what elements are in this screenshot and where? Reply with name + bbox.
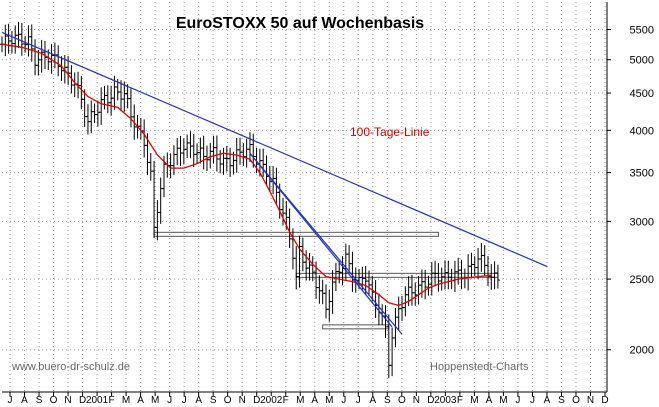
x-tick-label: A bbox=[369, 395, 376, 406]
x-tick-label: N bbox=[413, 395, 420, 406]
x-tick-label: N bbox=[239, 395, 246, 406]
x-tick-label: A bbox=[544, 395, 551, 406]
x-tick-label: A bbox=[195, 395, 202, 406]
x-tick-label: A bbox=[137, 395, 144, 406]
x-tick-label: J bbox=[8, 395, 13, 406]
x-tick-label: S bbox=[210, 395, 217, 406]
x-tick-label: 2002 bbox=[260, 395, 283, 406]
y-tick-label: 5500 bbox=[630, 25, 654, 37]
y-tick-label: 3500 bbox=[630, 168, 654, 180]
x-tick-labels: J A S O N D 2001 F M A M J J A S O N D 2002 F M A M J J A S O N D 2003… bbox=[8, 395, 609, 406]
ma-annotation: 100-Tage-Linie bbox=[350, 125, 430, 139]
y-tick-label: 2500 bbox=[630, 274, 654, 286]
x-tick-label: S bbox=[558, 395, 565, 406]
y-tick-label: 4500 bbox=[630, 88, 654, 100]
trend-line bbox=[1, 31, 548, 268]
x-tick-label: A bbox=[486, 395, 493, 406]
x-tick-label: M bbox=[122, 395, 130, 406]
x-tick-label: F bbox=[109, 395, 115, 406]
x-tick-label: M bbox=[325, 395, 333, 406]
x-tick-label: O bbox=[572, 395, 580, 406]
x-tick-label: D bbox=[79, 395, 86, 406]
x-tick-label: 2001 bbox=[86, 395, 109, 406]
x-tick-label: F bbox=[457, 395, 463, 406]
axes bbox=[2, 2, 611, 396]
y-tick-label: 5000 bbox=[630, 55, 654, 67]
x-tick-label: A bbox=[311, 395, 318, 406]
grid-lines bbox=[2, 2, 607, 392]
y-tick-label: 4000 bbox=[630, 125, 654, 137]
x-tick-label: N bbox=[64, 395, 71, 406]
watermark-right: Hoppenstedt-Charts bbox=[430, 361, 529, 373]
x-tick-label: D bbox=[427, 395, 434, 406]
y-tick-labels: 2000 2500 3000 3500 4000 4500 5000 5500 bbox=[630, 25, 654, 357]
x-tick-label: J bbox=[167, 395, 172, 406]
trend-line bbox=[249, 152, 403, 335]
x-tick-label: N bbox=[587, 395, 594, 406]
x-tick-label: A bbox=[21, 395, 28, 406]
x-tick-label: O bbox=[50, 395, 58, 406]
price-candles bbox=[0, 21, 500, 379]
x-tick-label: J bbox=[530, 395, 535, 406]
x-tick-label: 2003 bbox=[434, 395, 457, 406]
x-tick-label: O bbox=[224, 395, 232, 406]
chart-title: EuroSTOXX 50 auf Wochenbasis bbox=[176, 15, 424, 32]
x-tick-label: S bbox=[384, 395, 391, 406]
x-tick-label: J bbox=[182, 395, 187, 406]
x-tick-label: M bbox=[499, 395, 507, 406]
y-tick-label: 2000 bbox=[630, 345, 654, 357]
x-tick-label: J bbox=[515, 395, 520, 406]
x-tick-label: S bbox=[36, 395, 43, 406]
x-tick-label: J bbox=[341, 395, 346, 406]
x-tick-label: M bbox=[151, 395, 159, 406]
trend-lines bbox=[1, 31, 548, 335]
x-tick-label: J bbox=[356, 395, 361, 406]
y-tick-label: 3000 bbox=[630, 216, 654, 228]
moving-average-line bbox=[1, 43, 492, 307]
x-tick-label: D bbox=[601, 395, 608, 406]
x-tick-label: M bbox=[296, 395, 304, 406]
x-tick-label: M bbox=[470, 395, 478, 406]
x-tick-label: O bbox=[398, 395, 406, 406]
x-tick-label: F bbox=[283, 395, 289, 406]
x-tick-label: D bbox=[253, 395, 260, 406]
watermark-left: www.buero-dr-schulz.de bbox=[11, 361, 130, 373]
ma-100-line bbox=[1, 43, 492, 307]
